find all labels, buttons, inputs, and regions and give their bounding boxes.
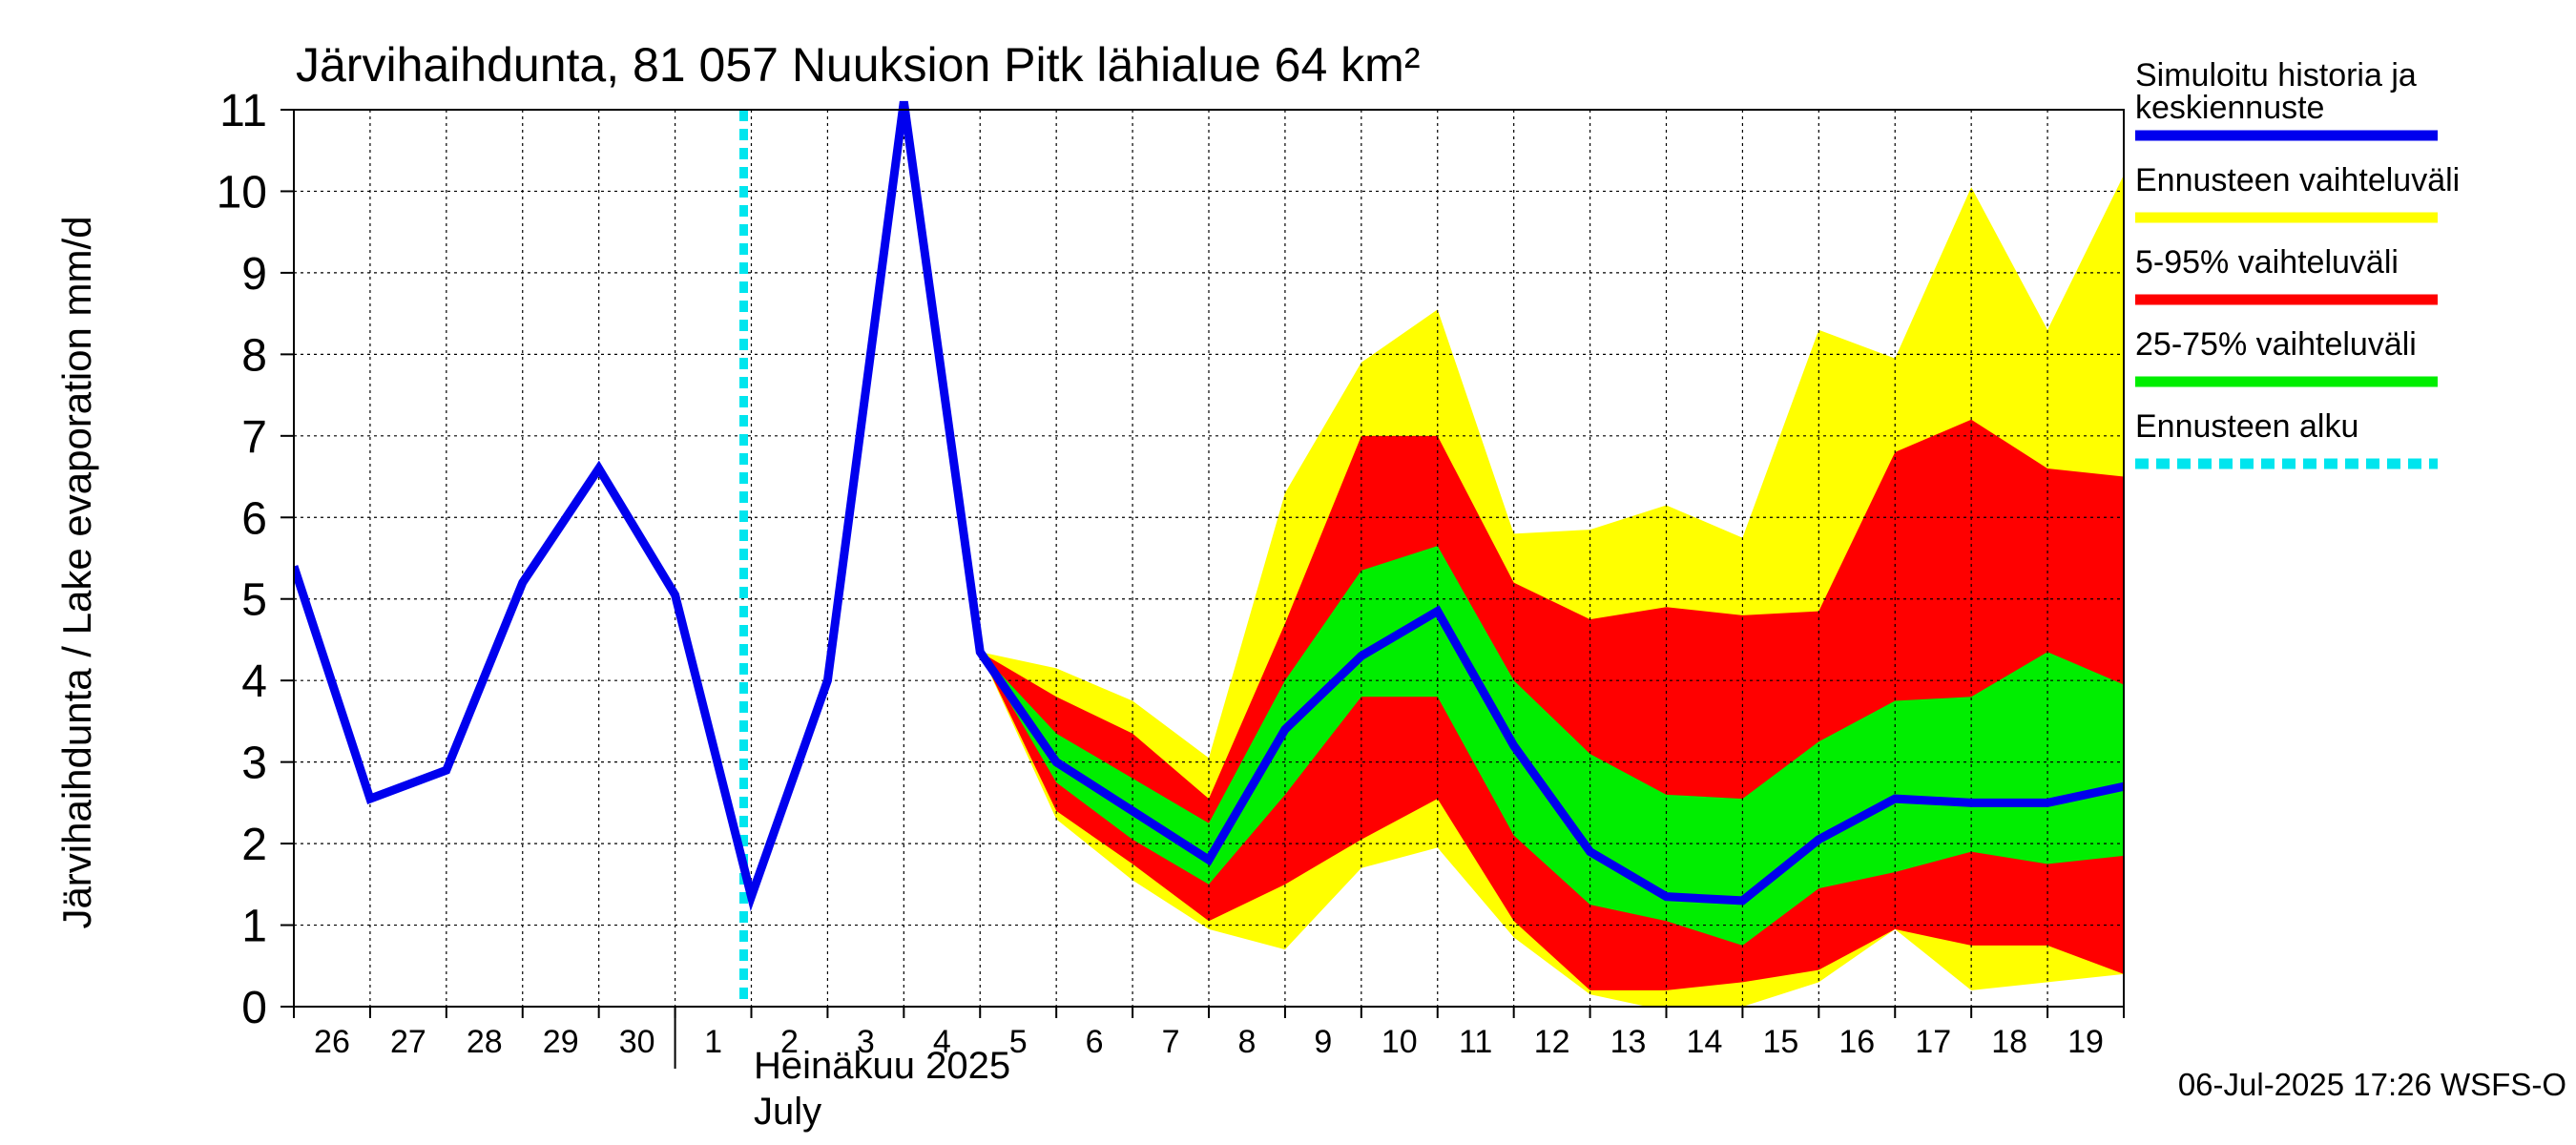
x-tick-label: 8 bbox=[1237, 1024, 1256, 1060]
legend-label: Ennusteen vaihteluväli bbox=[2135, 162, 2460, 198]
x-tick-label: 18 bbox=[1991, 1024, 2027, 1060]
y-axis-label: Järvihaihdunta / Lake evaporation mm/d bbox=[54, 216, 99, 928]
y-tick-label: 8 bbox=[241, 330, 267, 381]
x-tick-label: 26 bbox=[314, 1024, 350, 1060]
x-tick-label: 30 bbox=[619, 1024, 655, 1060]
y-tick-label: 0 bbox=[241, 983, 267, 1033]
x-tick-label: 15 bbox=[1762, 1024, 1798, 1060]
legend-label: 25-75% vaihteluväli bbox=[2135, 326, 2417, 363]
x-tick-label: 19 bbox=[2067, 1024, 2104, 1060]
y-tick-label: 9 bbox=[241, 249, 267, 300]
x-tick-label: 28 bbox=[467, 1024, 503, 1060]
x-tick-label: 16 bbox=[1839, 1024, 1875, 1060]
y-tick-label: 6 bbox=[241, 493, 267, 544]
grid bbox=[294, 109, 2124, 1007]
month-label-fi: Heinäkuu 2025 bbox=[754, 1045, 1010, 1087]
x-tick-label: 5 bbox=[1009, 1024, 1028, 1060]
legend-label: 5-95% vaihteluväli bbox=[2135, 244, 2399, 281]
x-tick-label: 14 bbox=[1687, 1024, 1723, 1060]
x-tick-label: 27 bbox=[390, 1024, 426, 1060]
y-tick-label: 2 bbox=[241, 820, 267, 870]
plot-area bbox=[294, 100, 2124, 1007]
legend-label: Ennusteen alku bbox=[2135, 408, 2358, 445]
x-tick-label: 1 bbox=[704, 1024, 722, 1060]
chart-title: Järvihaihdunta, 81 057 Nuuksion Pitk läh… bbox=[296, 38, 1420, 92]
y-tick-label: 4 bbox=[241, 656, 267, 707]
y-tick-label: 1 bbox=[241, 902, 267, 952]
x-tick-label: 12 bbox=[1534, 1024, 1570, 1060]
x-tick-label: 17 bbox=[1915, 1024, 1951, 1060]
x-tick-label: 29 bbox=[543, 1024, 579, 1060]
series-line-simuloitu-historia-ja-keskiennuste bbox=[294, 100, 2124, 912]
legend-item-ennusteen-vaihteluv-li: Ennusteen vaihteluväli bbox=[2135, 162, 2460, 223]
x-tick-label: 6 bbox=[1086, 1024, 1104, 1060]
y-tick-label: 11 bbox=[219, 86, 267, 136]
x-tick-label: 13 bbox=[1610, 1024, 1647, 1060]
x-tick-label: 7 bbox=[1162, 1024, 1180, 1060]
x-tick-label: 10 bbox=[1381, 1024, 1418, 1060]
y-tick-label: 7 bbox=[241, 412, 267, 463]
legend-item-ennusteen-alku: Ennusteen alku bbox=[2135, 408, 2438, 469]
x-tick-label: 11 bbox=[1459, 1024, 1492, 1060]
y-tick-label: 10 bbox=[217, 167, 267, 218]
month-label-en: July bbox=[754, 1091, 821, 1133]
y-tick-label: 3 bbox=[241, 739, 267, 789]
x-tick-label: 3 bbox=[857, 1024, 875, 1060]
footer-timestamp: 06-Jul-2025 17:26 WSFS-O bbox=[2178, 1067, 2566, 1102]
legend-item-5-95-vaihteluv-li: 5-95% vaihteluväli bbox=[2135, 244, 2438, 305]
x-tick-label: 2 bbox=[780, 1024, 799, 1060]
legend-item-25-75-vaihteluv-li: 25-75% vaihteluväli bbox=[2135, 326, 2438, 387]
x-tick-label: 4 bbox=[933, 1024, 951, 1060]
legend-label: Simuloitu historia ja bbox=[2135, 57, 2417, 94]
band-25-75-vaihteluv-li bbox=[980, 546, 2124, 946]
x-tick-label: 9 bbox=[1314, 1024, 1332, 1060]
legend-label-line2: keskiennuste bbox=[2135, 90, 2324, 126]
y-tick-label: 5 bbox=[241, 575, 267, 626]
